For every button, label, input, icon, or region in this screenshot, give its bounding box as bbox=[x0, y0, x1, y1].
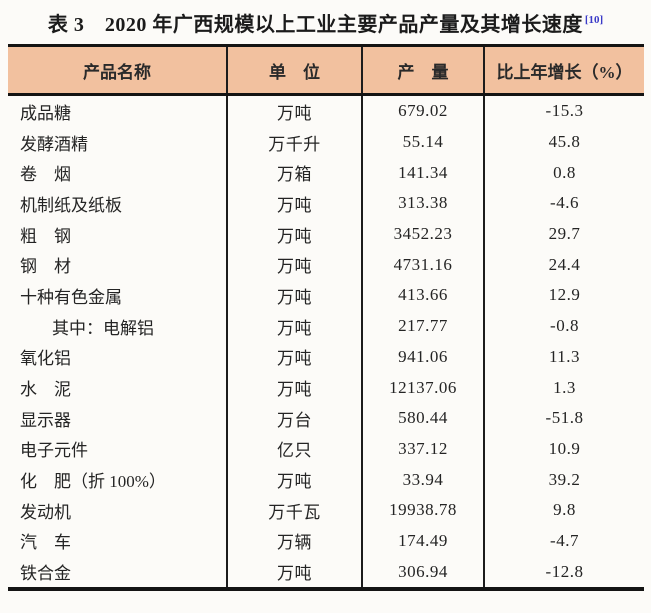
cell-product-name: 发酵酒精 bbox=[20, 134, 88, 154]
cell-unit: 万千瓦 bbox=[226, 494, 362, 526]
cell-unit: 万吨 bbox=[226, 372, 362, 403]
col-header-product-name: 产品名称 bbox=[83, 62, 151, 82]
cell-growth: 12.9 bbox=[483, 280, 644, 311]
cell-output: 174.49 bbox=[361, 525, 484, 557]
cell-product-name: 发动机 bbox=[20, 502, 71, 522]
footnote-ref-link[interactable]: [10] bbox=[584, 14, 604, 27]
cell-unit: 万箱 bbox=[226, 157, 362, 189]
table-row: 水 泥 万吨 12137.06 1.3 bbox=[8, 372, 644, 403]
cell-product-name: 粗 钢 bbox=[20, 226, 71, 246]
cell-growth: 1.3 bbox=[483, 372, 644, 403]
table-row: 其中：电解铝 万吨 217.77 -0.8 bbox=[8, 310, 644, 342]
table-row: 十种有色金属 万吨 413.66 12.9 bbox=[8, 280, 644, 311]
cell-output: 33.94 bbox=[361, 464, 484, 495]
cell-growth: 0.8 bbox=[483, 157, 644, 189]
cell-growth: -4.6 bbox=[483, 188, 644, 219]
table-row: 化 肥（折 100%） 万吨 33.94 39.2 bbox=[8, 464, 644, 495]
cell-product-name: 化 肥（折 100%） bbox=[20, 472, 166, 492]
cell-product-name: 汽 车 bbox=[20, 533, 71, 553]
table-row: 汽 车 万辆 174.49 -4.7 bbox=[8, 525, 644, 557]
cell-unit: 万吨 bbox=[226, 188, 362, 219]
cell-output: 3452.23 bbox=[361, 218, 484, 250]
table-row: 氧化铝 万吨 941.06 11.3 bbox=[8, 341, 644, 373]
cell-growth: -51.8 bbox=[483, 402, 644, 434]
cell-growth: -12.8 bbox=[483, 556, 644, 589]
cell-output: 313.38 bbox=[361, 188, 484, 219]
cell-growth: -15.3 bbox=[483, 94, 644, 127]
cell-output: 217.77 bbox=[361, 310, 484, 342]
cell-unit: 万吨 bbox=[226, 341, 362, 373]
table-row: 机制纸及纸板 万吨 313.38 -4.6 bbox=[8, 188, 644, 219]
cell-growth: 39.2 bbox=[483, 464, 644, 495]
cell-growth: 29.7 bbox=[483, 218, 644, 250]
cell-output: 19938.78 bbox=[361, 494, 484, 526]
cell-product-name: 十种有色金属 bbox=[20, 287, 122, 307]
cell-output: 679.02 bbox=[361, 94, 484, 127]
cell-unit: 万台 bbox=[226, 402, 362, 434]
col-header-output: 产 量 bbox=[361, 45, 484, 95]
cell-unit: 万吨 bbox=[226, 556, 362, 589]
table-row: 铁合金 万吨 306.94 -12.8 bbox=[8, 556, 644, 589]
cell-output: 141.34 bbox=[361, 157, 484, 189]
cell-product-name: 电子元件 bbox=[20, 441, 88, 461]
cell-growth: 11.3 bbox=[483, 341, 644, 373]
table-row: 卷 烟 万箱 141.34 0.8 bbox=[8, 157, 644, 189]
table-body: 成品糖 万吨 679.02 -15.3 发酵酒精 万千升 55.14 45.8 … bbox=[8, 94, 644, 589]
table-row: 电子元件 亿只 337.12 10.9 bbox=[8, 433, 644, 465]
table-row: 显示器 万台 580.44 -51.8 bbox=[8, 402, 644, 434]
table-row: 发酵酒精 万千升 55.14 45.8 bbox=[8, 126, 644, 158]
cell-product-name: 其中：电解铝 bbox=[52, 318, 154, 338]
cell-unit: 万吨 bbox=[226, 94, 362, 127]
cell-output: 337.12 bbox=[361, 433, 484, 465]
cell-growth: 9.8 bbox=[483, 494, 644, 526]
cell-unit: 万辆 bbox=[226, 525, 362, 557]
cell-output: 580.44 bbox=[361, 402, 484, 434]
cell-product-name: 水 泥 bbox=[20, 380, 71, 400]
cell-unit: 万吨 bbox=[226, 464, 362, 495]
table-title-text: 表 3 2020 年广西规模以上工业主要产品产量及其增长速度 bbox=[47, 14, 583, 36]
cell-output: 413.66 bbox=[361, 280, 484, 311]
cell-product-name: 钢 材 bbox=[20, 257, 71, 277]
cell-growth: -0.8 bbox=[483, 310, 644, 342]
table-title: 表 3 2020 年广西规模以上工业主要产品产量及其增长速度 [10] bbox=[0, 0, 651, 37]
cell-unit: 万吨 bbox=[226, 310, 362, 342]
cell-unit: 万吨 bbox=[226, 218, 362, 250]
table-row: 成品糖 万吨 679.02 -15.3 bbox=[8, 94, 644, 127]
table-row: 钢 材 万吨 4731.16 24.4 bbox=[8, 249, 644, 281]
cell-product-name: 铁合金 bbox=[20, 564, 71, 584]
cell-unit: 亿只 bbox=[226, 433, 362, 465]
cell-product-name: 氧化铝 bbox=[20, 349, 71, 369]
cell-growth: 10.9 bbox=[483, 433, 644, 465]
cell-output: 55.14 bbox=[361, 126, 484, 158]
table-row: 粗 钢 万吨 3452.23 29.7 bbox=[8, 218, 644, 250]
cell-output: 941.06 bbox=[361, 341, 484, 373]
cell-output: 12137.06 bbox=[361, 372, 484, 403]
cell-growth: 45.8 bbox=[483, 126, 644, 158]
cell-output: 4731.16 bbox=[361, 249, 484, 281]
col-header-unit: 单 位 bbox=[226, 45, 362, 95]
header-row: 产品名称 单 位 产 量 比上年增长（%） bbox=[8, 45, 644, 95]
col-header-growth: 比上年增长（%） bbox=[483, 45, 644, 95]
cell-unit: 万吨 bbox=[226, 249, 362, 281]
cell-growth: 24.4 bbox=[483, 249, 644, 281]
table-row: 发动机 万千瓦 19938.78 9.8 bbox=[8, 494, 644, 526]
cell-unit: 万千升 bbox=[226, 126, 362, 158]
cell-product-name: 卷 烟 bbox=[20, 165, 71, 185]
cell-growth: -4.7 bbox=[483, 525, 644, 557]
cell-product-name: 机制纸及纸板 bbox=[20, 195, 122, 215]
cell-unit: 万吨 bbox=[226, 280, 362, 311]
cell-product-name: 显示器 bbox=[20, 410, 71, 430]
cell-product-name: 成品糖 bbox=[20, 103, 71, 123]
products-table: 产品名称 单 位 产 量 比上年增长（%） 成品糖 万吨 679.02 -15.… bbox=[8, 44, 644, 591]
cell-output: 306.94 bbox=[361, 556, 484, 589]
